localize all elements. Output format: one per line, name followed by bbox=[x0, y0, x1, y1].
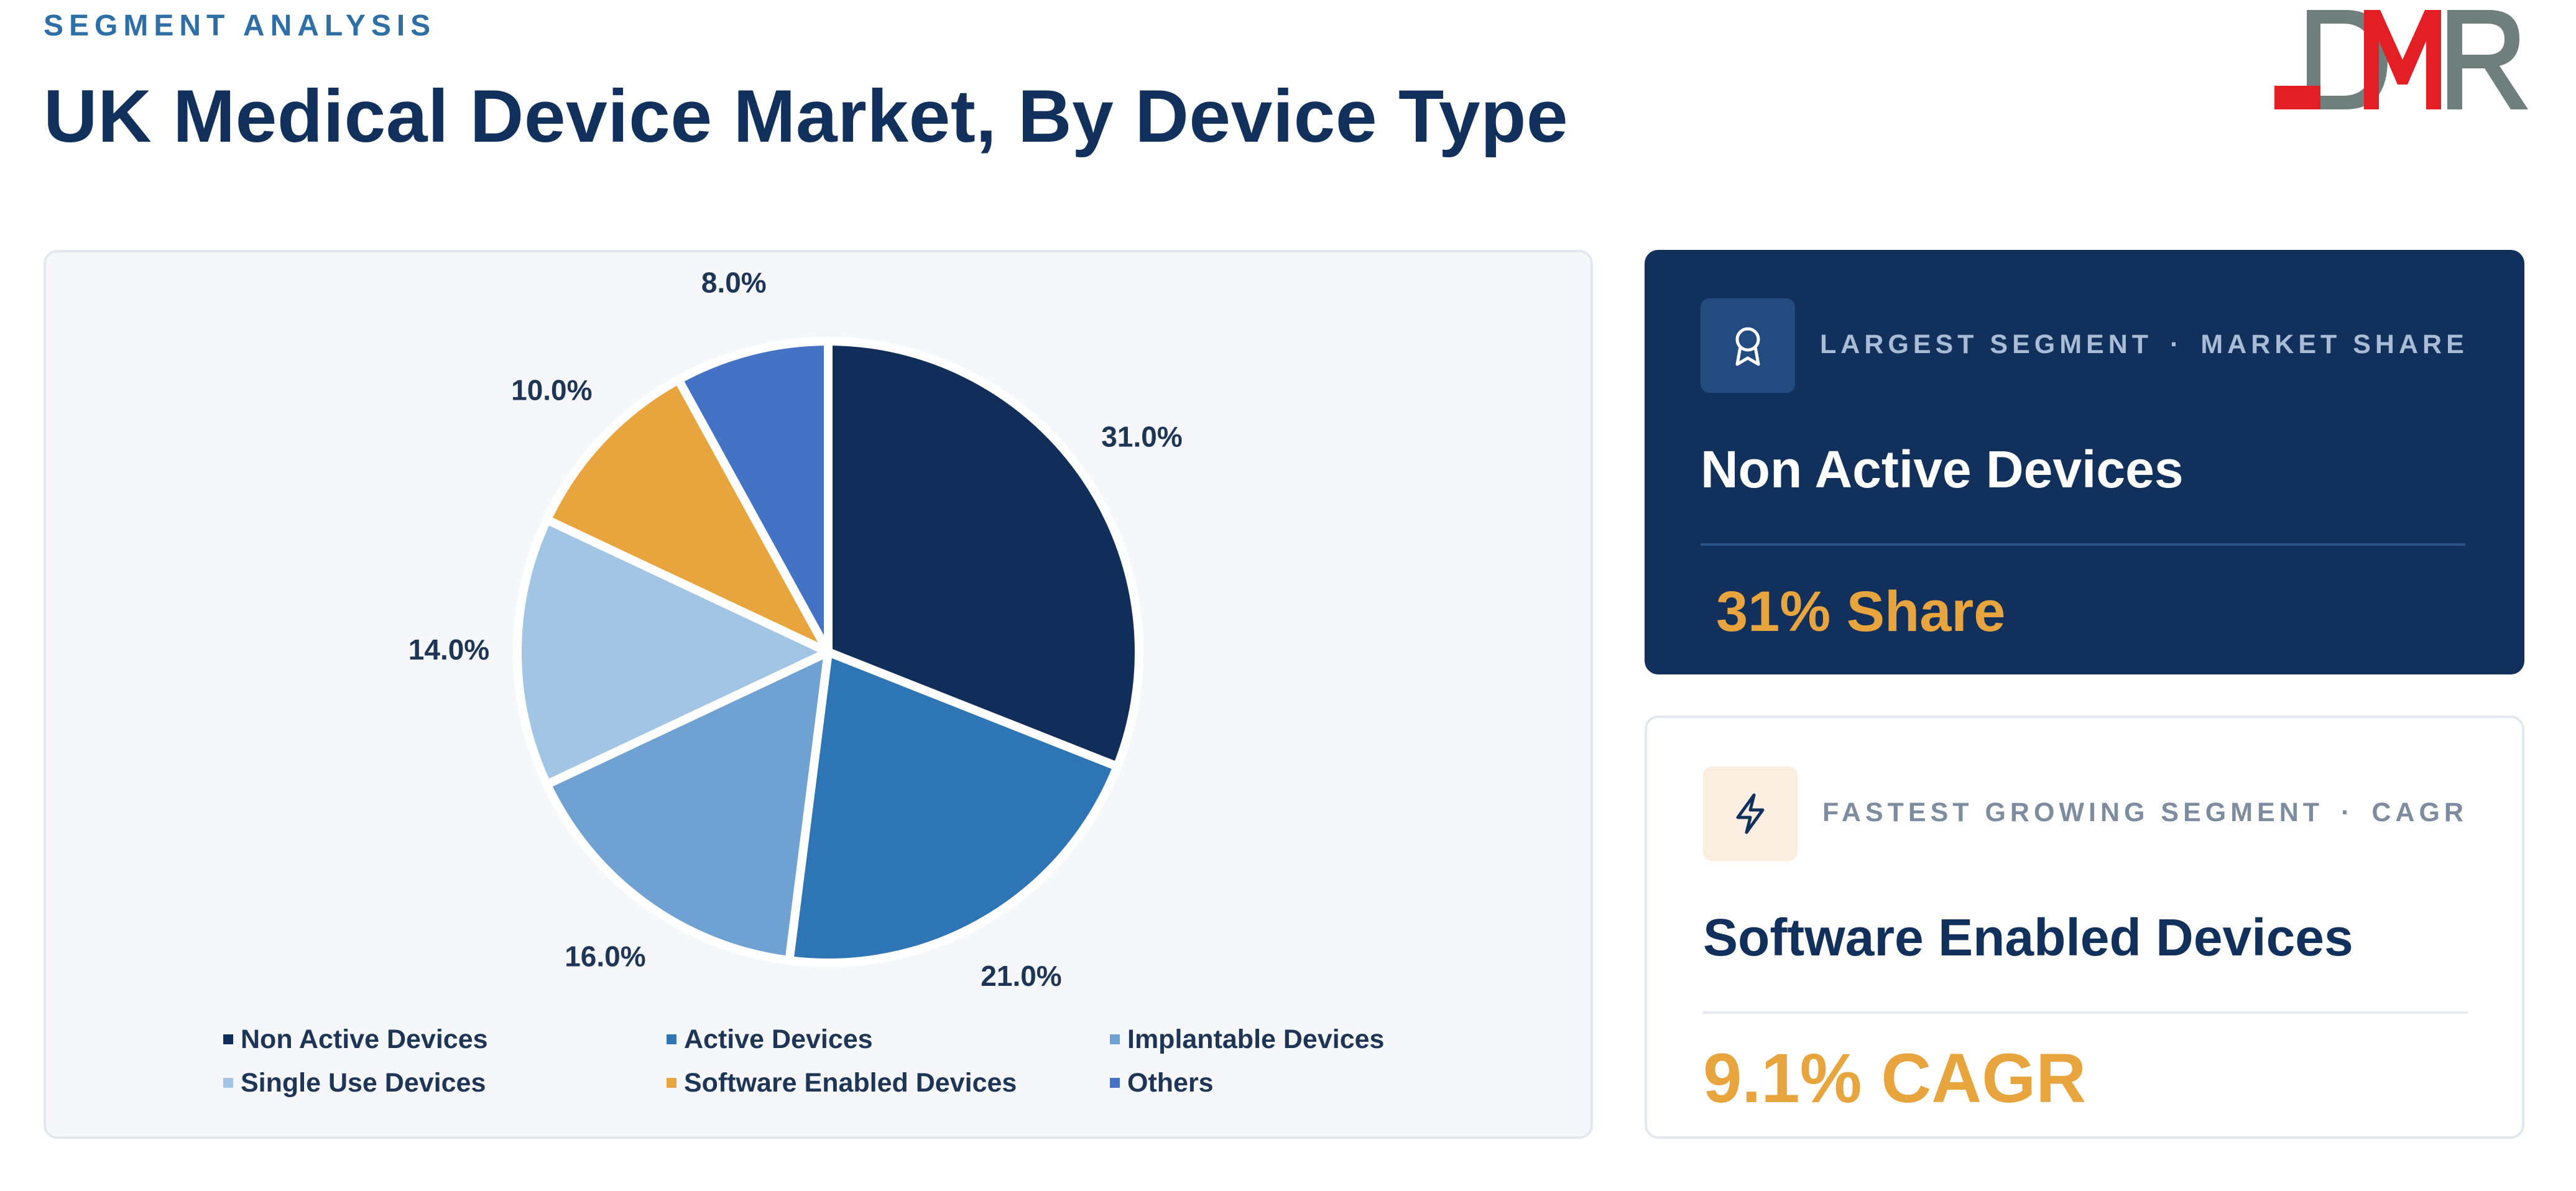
pie-slice-4 bbox=[542, 375, 833, 656]
segment-name: Software Enabled Devices bbox=[1703, 908, 2353, 967]
slice-value-label: 10.0% bbox=[511, 374, 592, 407]
share-value: 31% Share bbox=[1716, 580, 2006, 643]
lightning-bolt-icon bbox=[1703, 766, 1798, 861]
divider bbox=[1703, 1011, 2468, 1014]
page-title: UK Medical Device Market, By Device Type bbox=[44, 75, 1569, 158]
segment-name: Non Active Devices bbox=[1701, 440, 2184, 499]
pie-slice-0 bbox=[824, 337, 1143, 771]
slice-value-label: 14.0% bbox=[409, 633, 489, 666]
slice-value-label: 8.0% bbox=[701, 266, 767, 298]
legend-item: Active Devices bbox=[667, 1023, 1110, 1055]
legend-swatch bbox=[223, 1078, 233, 1088]
legend-item: Software Enabled Devices bbox=[667, 1067, 1110, 1099]
legend-swatch bbox=[1110, 1078, 1120, 1088]
pie-slice-3 bbox=[513, 515, 833, 789]
legend-item: Single Use Devices bbox=[223, 1067, 667, 1099]
legend-swatch bbox=[223, 1034, 233, 1044]
slice-value-label: 16.0% bbox=[565, 940, 645, 973]
legend-swatch bbox=[667, 1034, 676, 1044]
legend-item: Others bbox=[1110, 1067, 1529, 1099]
legend-swatch bbox=[667, 1078, 676, 1088]
chart-panel: 31.0% 21.0% 16.0% 14.0% 10.0% 8.0% Non Active… bbox=[44, 250, 1593, 1139]
chart-legend: Non Active Devices Active Devices Implan… bbox=[223, 1023, 1529, 1099]
fastest-growing-card: FASTEST GROWING SEGMENT · CAGR Software En… bbox=[1645, 715, 2524, 1139]
card-label: LARGEST SEGMENT · MARKET SHARE bbox=[1820, 329, 2468, 359]
legend-label: Others bbox=[1127, 1067, 1214, 1098]
legend-label: Software Enabled Devices bbox=[684, 1067, 1017, 1098]
legend-swatch bbox=[1110, 1034, 1120, 1044]
pie-chart: 31.0% 21.0% 16.0% 14.0% 10.0% 8.0% bbox=[409, 266, 1183, 992]
slice-value-label: 31.0% bbox=[1101, 420, 1182, 453]
legend-label: Single Use Devices bbox=[241, 1067, 486, 1098]
legend-item: Non Active Devices bbox=[223, 1023, 667, 1055]
pie-slice-2 bbox=[542, 648, 833, 965]
pie-slice-1 bbox=[785, 648, 1122, 967]
legend-item: Implantable Devices bbox=[1110, 1023, 1529, 1055]
slice-value-label: 21.0% bbox=[981, 960, 1061, 992]
largest-segment-card: LARGEST SEGMENT · MARKET SHARE Non Active … bbox=[1645, 250, 2524, 674]
legend-label: Non Active Devices bbox=[241, 1024, 488, 1054]
divider bbox=[1701, 543, 2465, 546]
legend-label: Implantable Devices bbox=[1127, 1024, 1385, 1054]
legend-label: Active Devices bbox=[684, 1024, 873, 1054]
award-ribbon-icon bbox=[1701, 298, 1795, 393]
cagr-value: 9.1% CAGR bbox=[1703, 1039, 2087, 1117]
section-eyebrow: SEGMENT ANALYSIS bbox=[44, 9, 436, 42]
dmr-logo bbox=[2274, 10, 2528, 109]
pie-slice-5 bbox=[674, 337, 833, 656]
card-label: FASTEST GROWING SEGMENT · CAGR bbox=[1822, 798, 2468, 827]
